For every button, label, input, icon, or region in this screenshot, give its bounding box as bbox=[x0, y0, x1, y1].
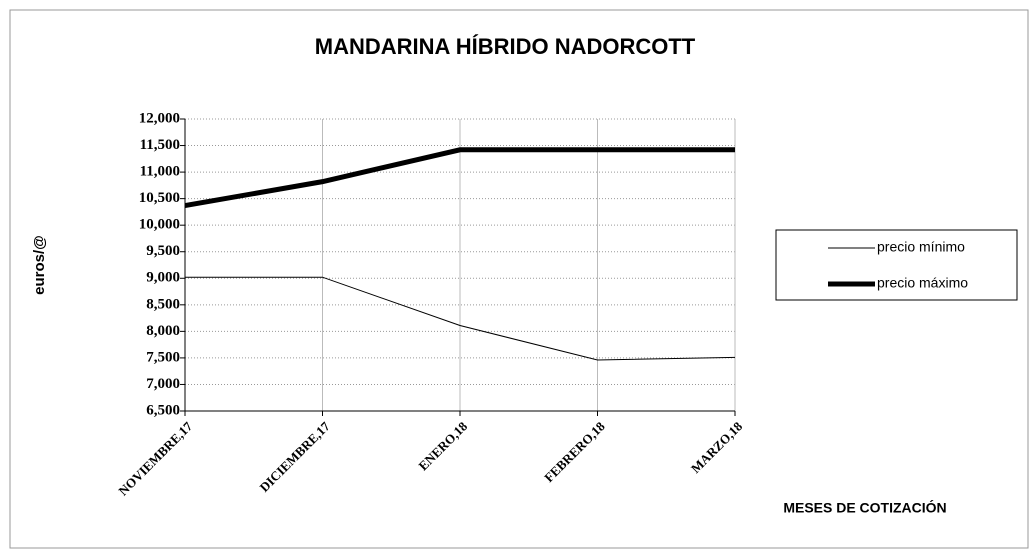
legend-label: precio mínimo bbox=[877, 239, 965, 255]
chart-title: MANDARINA HÍBRIDO NADORCOTT bbox=[315, 34, 696, 59]
legend-label: precio máximo bbox=[877, 275, 968, 291]
y-tick-label: 12,000 bbox=[139, 110, 180, 126]
y-tick-label: 8,000 bbox=[146, 323, 180, 339]
x-axis-title: MESES DE COTIZACIÓN bbox=[783, 499, 946, 516]
y-tick-label: 7,500 bbox=[146, 349, 180, 365]
y-tick-label: 10,000 bbox=[139, 217, 180, 233]
y-tick-label: 7,000 bbox=[146, 376, 180, 392]
y-tick-label: 8,500 bbox=[146, 296, 180, 312]
y-tick-label: 9,000 bbox=[146, 270, 180, 286]
series-line bbox=[184, 147, 735, 209]
y-tick-label: 9,500 bbox=[146, 243, 180, 259]
y-axis-title: euros/@ bbox=[31, 235, 48, 295]
y-tick-label: 11,000 bbox=[140, 164, 180, 180]
y-tick-label: 10,500 bbox=[139, 190, 180, 206]
series-line bbox=[185, 276, 736, 361]
y-tick-label: 11,500 bbox=[140, 137, 180, 153]
y-tick-label: 6,500 bbox=[146, 402, 180, 418]
legend bbox=[775, 229, 1018, 301]
